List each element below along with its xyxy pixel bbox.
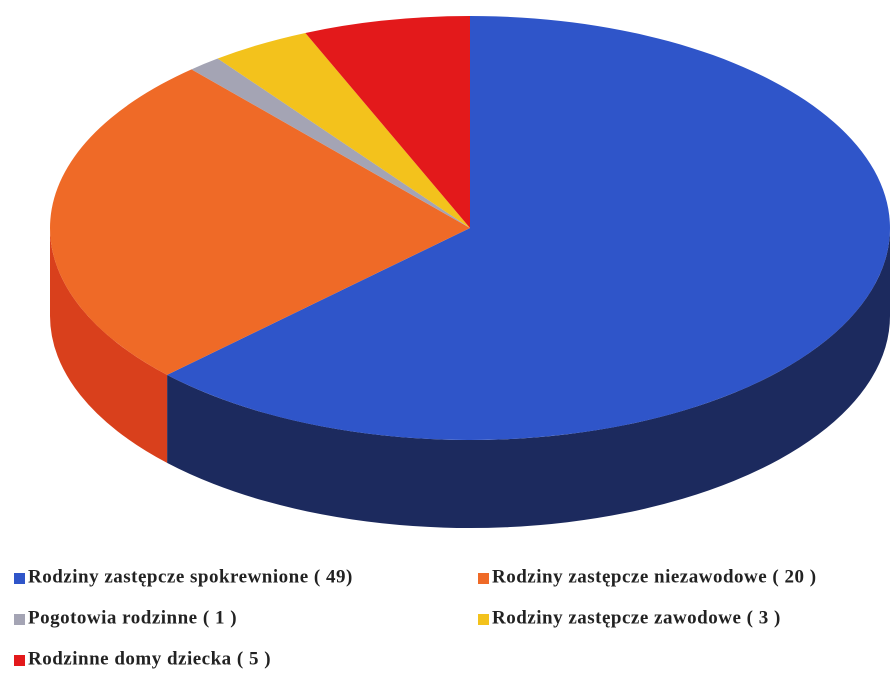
legend-swatch (14, 655, 25, 666)
pie-slice (167, 16, 890, 440)
legend-swatch (478, 614, 489, 625)
legend-label: Rodziny zastępcze zawodowe ( 3 ) (492, 607, 781, 628)
pie-side (167, 228, 890, 528)
legend-label: Rodzinne domy dziecka ( 5 ) (28, 648, 271, 669)
pie-slice (305, 15, 470, 228)
legend-swatch (14, 573, 25, 584)
pie-side (50, 228, 168, 463)
pie-slice (50, 69, 471, 375)
legend-label: Pogotowia rodzinne ( 1 ) (28, 607, 237, 628)
legend-label: Rodziny zastępcze spokrewnione ( 49) (28, 566, 353, 587)
legend-swatch (478, 573, 489, 584)
legend-swatch (14, 614, 25, 625)
legend-label: Rodziny zastępcze niezawodowe ( 20 ) (492, 566, 817, 587)
pie-slice (217, 32, 470, 229)
pie-slice (191, 58, 471, 229)
